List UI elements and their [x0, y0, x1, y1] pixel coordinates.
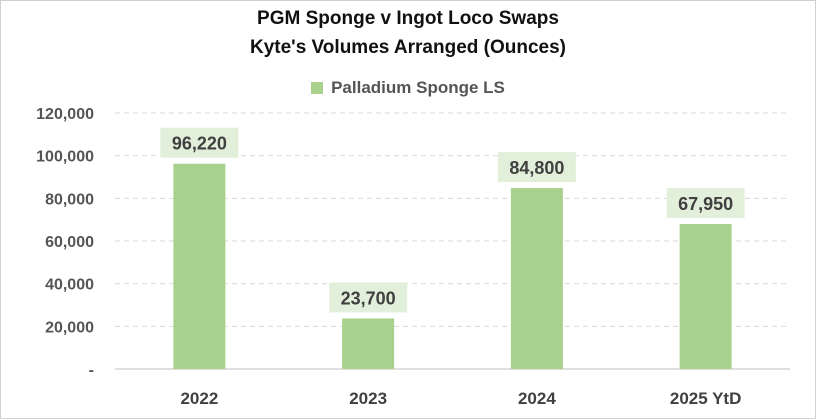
- y-tick-label: 20,000: [45, 319, 94, 336]
- data-label: 23,700: [341, 288, 396, 308]
- bar: [173, 163, 226, 369]
- y-tick-label: 80,000: [45, 191, 94, 208]
- chart-title-line1: PGM Sponge v Ingot Loco Swaps: [257, 8, 559, 29]
- legend-swatch: [311, 82, 324, 94]
- chart-title-line2: Kyte's Volumes Arranged (Ounces): [250, 37, 566, 58]
- legend: Palladium Sponge LS: [0, 78, 816, 98]
- data-label: 67,950: [678, 194, 733, 214]
- bar: [342, 318, 395, 369]
- y-tick-label: 100,000: [36, 149, 94, 166]
- x-tick-label: 2025 YtD: [670, 389, 742, 408]
- bar: [679, 224, 732, 369]
- x-tick-label: 2023: [349, 389, 387, 408]
- data-label-box: [497, 152, 576, 183]
- y-tick-label: 120,000: [36, 106, 94, 123]
- y-tick-label: -: [89, 362, 94, 379]
- y-tick-label: 40,000: [45, 277, 94, 294]
- data-label-box: [329, 282, 408, 313]
- data-label: 84,800: [509, 158, 564, 178]
- legend-label: Palladium Sponge LS: [331, 78, 505, 97]
- data-label-box: [666, 188, 745, 219]
- y-tick-label: 60,000: [45, 234, 94, 251]
- bar: [510, 188, 563, 369]
- data-label-box: [160, 127, 239, 158]
- data-label: 96,220: [172, 134, 227, 154]
- x-tick-label: 2024: [518, 389, 556, 408]
- x-tick-label: 2022: [180, 389, 218, 408]
